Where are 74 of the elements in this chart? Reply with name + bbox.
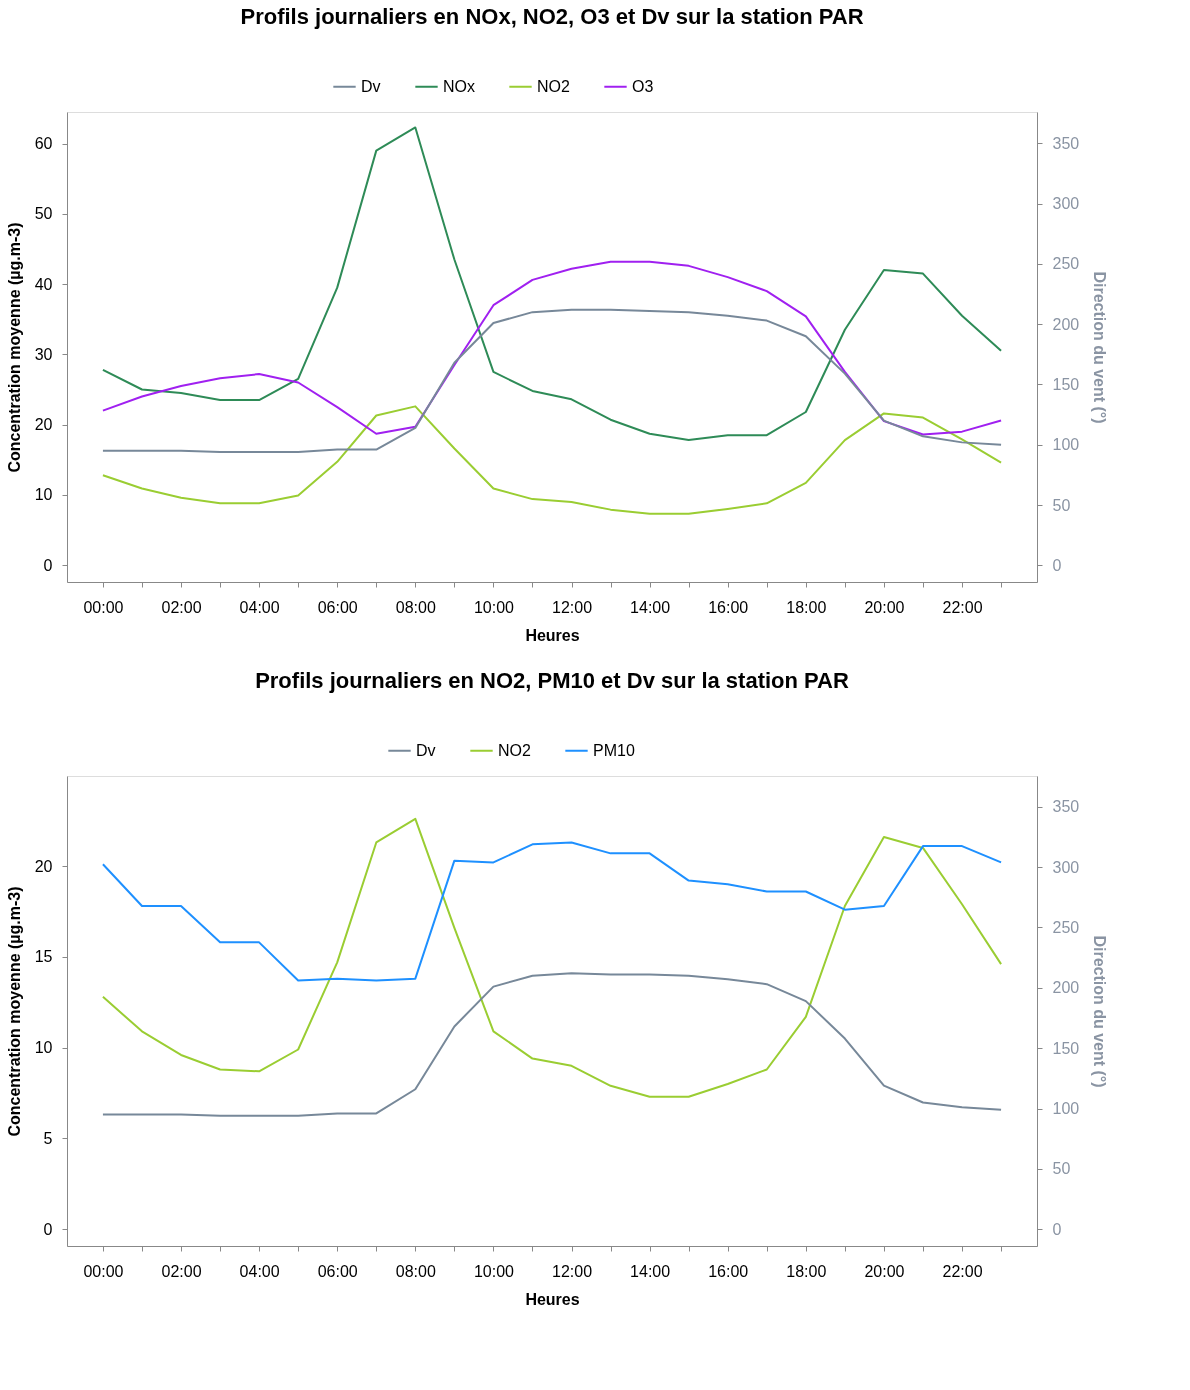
line-series [101,841,1003,982]
y2-tick-label: 250 [1052,255,1080,273]
x-axis-title: Heures [525,1290,580,1308]
x-tick-label: 02:00 [161,1262,202,1280]
y-tick-label: 30 [34,345,53,363]
x-axis-title: Heures [525,626,580,644]
x-tick-label: 20:00 [864,1262,905,1280]
x-tick-label: 14:00 [630,1262,671,1280]
x-tick-label: 18:00 [786,598,827,616]
x-tick-label: 06:00 [317,598,358,616]
y-tick-label: 0 [43,556,53,574]
x-tick-label: 12:00 [552,598,593,616]
y-tick-label: 15 [34,948,53,966]
line-series [101,260,1003,436]
y-tick-label: 60 [34,135,53,153]
chart-title: Profils journaliers en NOx, NO2, O3 et Dv sur la station PAR [240,4,864,29]
y2-tick-label: 350 [1052,798,1080,816]
chart-title: Profils journaliers en NO2, PM10 et Dv sur la station PAR [255,668,849,693]
line-series [101,405,1003,515]
y-tick-label: 50 [34,205,53,223]
x-tick-label: 08:00 [395,598,436,616]
y2-tick-label: 300 [1052,195,1080,213]
y-tick-label: 20 [34,416,53,434]
y2-tick-label: 200 [1052,315,1080,333]
y2-tick-label: 0 [1052,1220,1062,1238]
y-axis-title: Concentration moyenne (µg.m-3) [5,886,23,1137]
y2-tick-label: 100 [1052,1100,1080,1118]
x-tick-label: 12:00 [552,1262,593,1280]
x-tick-label: 16:00 [708,1262,749,1280]
x-tick-label: 22:00 [942,1262,983,1280]
x-tick-label: 18:00 [786,1262,827,1280]
x-tick-label: 08:00 [395,1262,436,1280]
x-tick-label: 16:00 [708,598,749,616]
y-tick-label: 5 [43,1129,53,1147]
y2-axis-title: Direction du vent (°) [1091,271,1109,424]
y2-axis-title: Direction du vent (°) [1091,935,1109,1088]
x-tick-label: 02:00 [161,598,202,616]
legend-label: Dv [361,77,381,95]
x-tick-label: 10:00 [473,1262,515,1280]
y2-tick-label: 0 [1052,556,1062,574]
x-tick-label: 04:00 [239,1262,280,1280]
y2-tick-label: 150 [1052,1039,1080,1057]
line-series [101,126,1003,442]
y-tick-label: 0 [43,1220,53,1238]
legend-label: NO2 [537,77,570,95]
line-series [101,308,1003,454]
x-tick-label: 00:00 [83,1262,124,1280]
legend-label: NOx [443,77,475,95]
x-tick-label: 10:00 [473,598,515,616]
y-tick-label: 10 [34,1039,53,1057]
x-tick-label: 06:00 [317,1262,358,1280]
x-tick-label: 00:00 [83,598,124,616]
y2-tick-label: 50 [1052,1160,1071,1178]
y-tick-label: 40 [34,275,53,293]
x-tick-label: 20:00 [864,598,905,616]
legend-label: O3 [632,77,654,95]
y-tick-label: 10 [34,486,53,504]
legend-label: Dv [416,741,436,759]
y2-tick-label: 100 [1052,436,1080,454]
line-series [101,817,1003,1098]
x-tick-label: 14:00 [630,598,671,616]
y2-tick-label: 150 [1052,376,1080,393]
legend-label: NO2 [498,741,531,759]
legend-label: PM10 [593,741,635,759]
x-tick-label: 04:00 [239,598,280,616]
y-tick-label: 20 [34,857,53,875]
y2-tick-label: 300 [1052,858,1080,876]
y-axis-title: Concentration moyenne (µg.m-3) [5,222,23,473]
y2-tick-label: 350 [1052,134,1080,152]
y2-tick-label: 250 [1052,918,1080,936]
line-series [101,972,1003,1117]
y2-tick-label: 200 [1052,979,1080,997]
x-tick-label: 22:00 [942,598,983,616]
y2-tick-label: 50 [1052,496,1071,514]
